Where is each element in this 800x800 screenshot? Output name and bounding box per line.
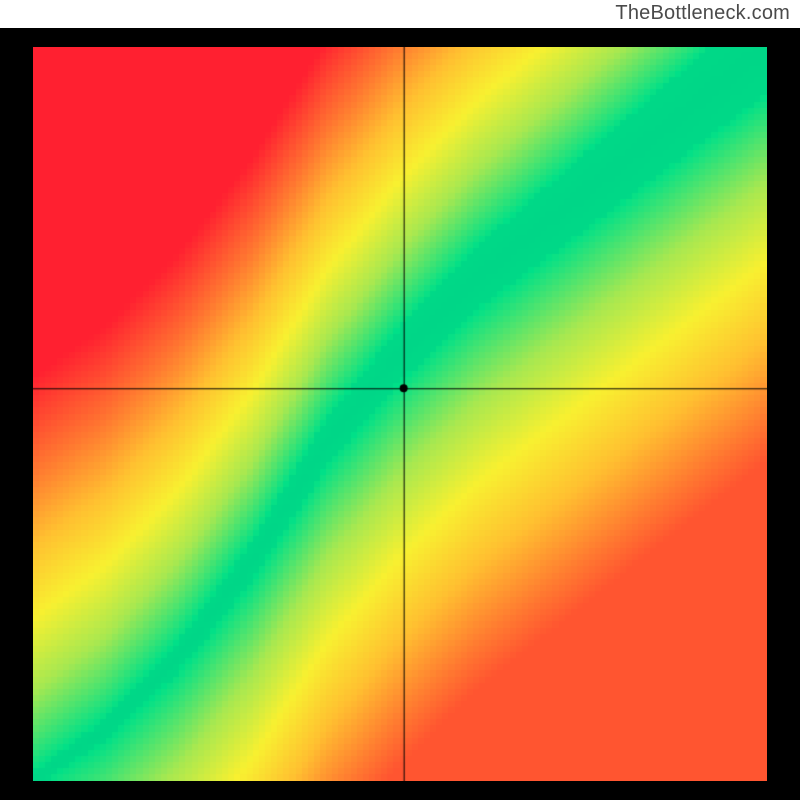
chart-container: TheBottleneck.com bbox=[0, 0, 800, 800]
bottleneck-heatmap bbox=[33, 47, 767, 781]
watermark-text: TheBottleneck.com bbox=[615, 2, 790, 25]
chart-black-frame bbox=[0, 28, 800, 800]
